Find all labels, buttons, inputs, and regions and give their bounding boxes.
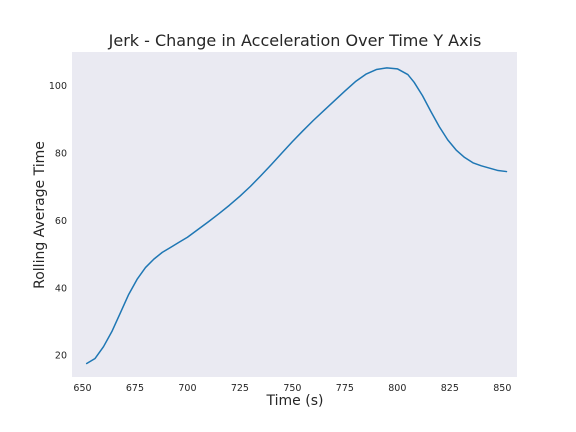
x-tick-label: 850 bbox=[493, 383, 511, 394]
y-tick-label: 80 bbox=[55, 149, 67, 160]
x-tick-label: 825 bbox=[441, 383, 459, 394]
y-tick-label: 60 bbox=[55, 216, 67, 227]
y-axis-label: Rolling Average Time bbox=[32, 141, 48, 289]
x-tick-label: 775 bbox=[336, 383, 354, 394]
x-tick-label: 675 bbox=[126, 383, 144, 394]
chart-title: Jerk - Change in Acceleration Over Time … bbox=[108, 31, 482, 50]
x-axis-label: Time (s) bbox=[266, 393, 324, 409]
series-line bbox=[85, 67, 508, 365]
y-tick-label: 20 bbox=[55, 351, 67, 362]
x-tick-label: 800 bbox=[388, 383, 406, 394]
y-tick-label: 40 bbox=[55, 283, 67, 294]
x-axis-ticks: 650 675 700 725 750 775 800 825 850 bbox=[73, 383, 511, 394]
plot-area bbox=[72, 52, 517, 377]
x-tick-label: 750 bbox=[283, 383, 301, 394]
x-tick-label: 725 bbox=[231, 383, 249, 394]
x-tick-label: 700 bbox=[178, 383, 196, 394]
y-tick-label: 100 bbox=[49, 81, 67, 92]
x-tick-label: 650 bbox=[73, 383, 91, 394]
y-axis-ticks: 20 40 60 80 100 bbox=[49, 81, 67, 361]
